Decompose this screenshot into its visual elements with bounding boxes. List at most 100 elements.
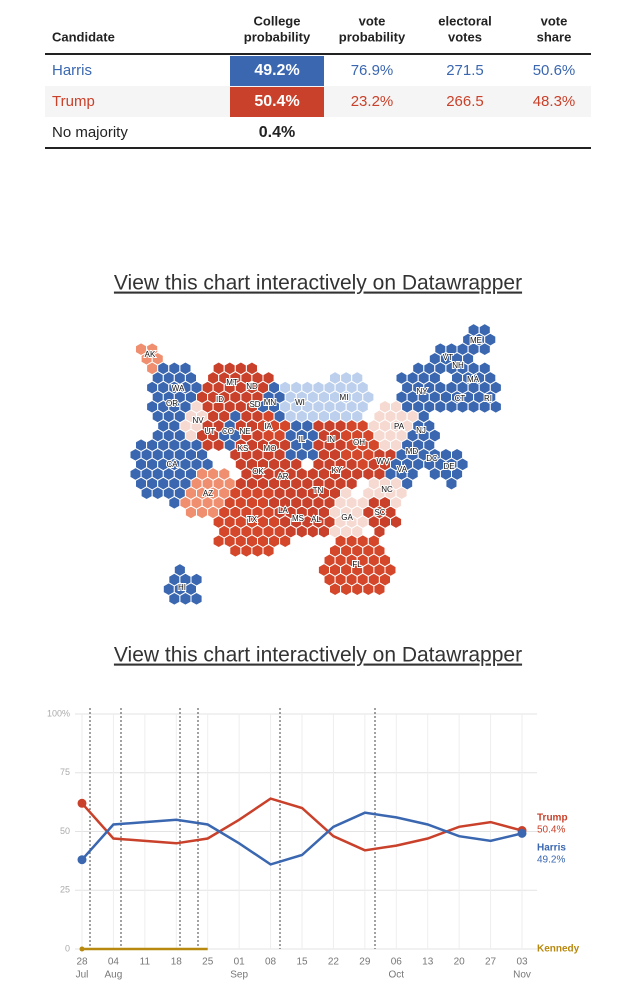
state-label: SC <box>374 508 385 517</box>
state-hex <box>434 399 447 414</box>
state-hex <box>184 505 197 520</box>
state-label: NH <box>452 361 464 370</box>
end-value-label: 50.4% <box>537 825 565 836</box>
state-label: TX <box>247 515 258 524</box>
state-label: CT <box>455 394 466 403</box>
state-label: VA <box>397 465 408 474</box>
state-label: CO <box>222 427 234 436</box>
state-label: NE <box>239 427 250 436</box>
x-tick-label: 18 <box>171 957 183 968</box>
state-label: DC <box>426 454 438 463</box>
state-label: IL <box>299 435 306 444</box>
state-label: HI <box>178 583 186 592</box>
x-month-label: Oct <box>389 970 405 981</box>
x-tick-label: 08 <box>265 957 277 968</box>
column-header: Candidate <box>52 29 115 44</box>
state-label: MI <box>340 393 349 402</box>
series-end-point <box>77 798 87 808</box>
column-header: probability <box>339 29 406 44</box>
end-value-label: 49.2% <box>537 855 565 866</box>
column-header: College <box>254 13 301 28</box>
y-tick-label: 75 <box>60 767 70 777</box>
state-label: OR <box>166 399 178 408</box>
state-label: MT <box>226 378 238 387</box>
state-label: VT <box>443 353 453 362</box>
table-cell: 49.2% <box>254 62 299 79</box>
x-month-label: Sep <box>230 970 248 981</box>
table-cell: No majority <box>52 124 128 141</box>
datawrapper-link[interactable]: View this chart interactively on Datawra… <box>114 644 522 667</box>
series-line <box>81 797 523 852</box>
state-hex <box>428 467 441 481</box>
legend-label: Trump <box>537 813 568 824</box>
state-hex <box>489 399 502 414</box>
state-label: NJ <box>416 426 426 435</box>
state-label: MA <box>467 375 480 384</box>
x-month-label: Aug <box>105 970 123 981</box>
state-label: WI <box>295 398 305 407</box>
y-tick-label: 0 <box>65 943 70 953</box>
table-cell: 271.5 <box>446 62 484 79</box>
state-hex <box>179 591 192 606</box>
state-label: DE <box>443 462 454 471</box>
series-end-point <box>517 828 527 838</box>
state-label: OH <box>353 438 365 447</box>
x-month-label: Jul <box>76 970 89 981</box>
x-tick-label: 04 <box>108 957 120 968</box>
state-label: TN <box>313 486 324 495</box>
table-cell: 0.4% <box>259 124 295 141</box>
state-label: OK <box>252 467 264 476</box>
state-label: MN <box>264 398 277 407</box>
column-header: share <box>537 29 572 44</box>
state-hex <box>168 591 181 606</box>
datawrapper-link[interactable]: View this chart interactively on Datawra… <box>114 272 522 295</box>
state-hex <box>467 399 480 414</box>
x-tick-label: 27 <box>485 957 497 968</box>
state-label: AK <box>145 350 156 359</box>
state-label: MS <box>292 514 304 523</box>
state-label: ID <box>216 395 224 404</box>
state-hex <box>373 582 386 597</box>
state-label: WA <box>172 384 185 393</box>
x-tick-label: 13 <box>422 957 434 968</box>
state-hex <box>317 524 330 539</box>
state-label: FL <box>352 560 362 569</box>
y-tick-label: 100% <box>47 708 70 718</box>
state-hex <box>329 582 342 597</box>
y-tick-label: 25 <box>60 885 70 895</box>
state-hex <box>168 495 181 510</box>
column-header: electoral <box>438 13 491 28</box>
state-hex <box>279 534 292 549</box>
x-tick-label: 11 <box>140 957 151 968</box>
state-label: MD <box>406 447 419 456</box>
state-hex <box>340 582 353 597</box>
state-label: NY <box>416 387 428 396</box>
state-hex <box>229 543 242 558</box>
state-hex <box>212 438 225 453</box>
x-month-label: Nov <box>513 970 531 981</box>
state-label: IA <box>264 422 272 431</box>
x-tick-label: 22 <box>328 957 340 968</box>
state-hex <box>478 342 491 357</box>
state-hex <box>445 476 458 491</box>
x-tick-label: 28 <box>76 957 88 968</box>
state-label: AR <box>277 472 288 481</box>
state-hex <box>390 515 403 529</box>
table-cell: 266.5 <box>446 93 484 110</box>
table-cell: 50.4% <box>254 93 299 110</box>
state-label: AL <box>311 515 321 524</box>
x-tick-label: 25 <box>202 957 214 968</box>
state-label: UT <box>205 427 216 436</box>
state-hex <box>190 591 203 606</box>
table-cell: Harris <box>52 62 92 79</box>
state-label: IN <box>327 435 335 444</box>
legend-label: Harris <box>537 843 566 854</box>
y-tick-label: 50 <box>60 826 70 836</box>
table-cell: 76.9% <box>351 62 394 79</box>
state-hex <box>196 505 209 520</box>
table-cell: 50.6% <box>533 62 576 79</box>
state-hex <box>212 534 225 549</box>
series-end-point <box>77 855 87 865</box>
